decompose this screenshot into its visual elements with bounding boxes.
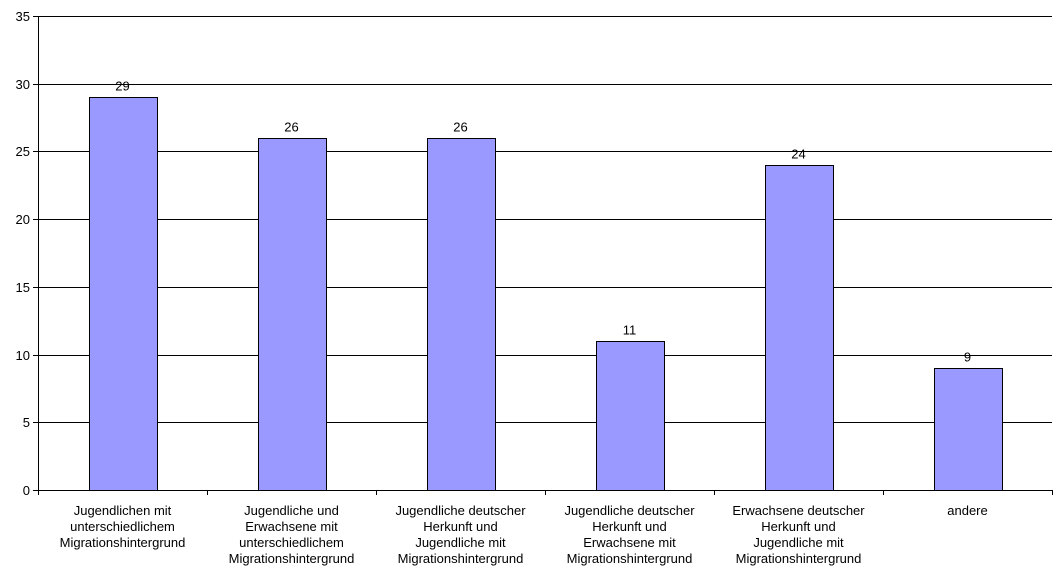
data-label: 11 bbox=[623, 323, 637, 338]
x-category-label: andere bbox=[947, 503, 987, 518]
x-category-label-line: Jugendlichen mit bbox=[74, 503, 172, 518]
x-category-label-line: Jugendliche deutscher bbox=[395, 503, 526, 518]
x-category-label-line: Jugendliche mit bbox=[415, 535, 506, 550]
data-label: 26 bbox=[284, 120, 298, 135]
data-labels: 29 26 26 11 24 9 bbox=[115, 79, 971, 365]
x-category-label-line: Jugendliche mit bbox=[753, 535, 844, 550]
x-category-label-line: andere bbox=[947, 503, 987, 518]
bars bbox=[89, 97, 1003, 491]
x-category-label: Jugendlichen mit unterschiedlichem Migrati… bbox=[60, 503, 186, 550]
x-category-label-line: Erwachsene mit bbox=[583, 535, 676, 550]
y-tick-label: 20 bbox=[16, 212, 30, 227]
bar bbox=[596, 341, 665, 491]
y-axis-ticks: 0 5 10 15 20 25 30 35 bbox=[16, 9, 38, 498]
bar bbox=[258, 138, 327, 491]
x-category-label: Jugendliche deutscher Herkunft und Erwachs… bbox=[564, 503, 695, 566]
gridlines bbox=[38, 16, 1052, 423]
y-tick-label: 25 bbox=[16, 144, 30, 159]
x-category-label-line: Migrationshintergrund bbox=[60, 535, 186, 550]
x-axis-category-labels: Jugendlichen mit unterschiedlichem Migrati… bbox=[60, 503, 988, 566]
axes bbox=[38, 16, 1053, 495]
y-tick-label: 0 bbox=[23, 483, 30, 498]
bar bbox=[765, 165, 834, 491]
data-label: 24 bbox=[791, 147, 805, 162]
bar bbox=[934, 368, 1003, 491]
x-category-label-line: Jugendliche und bbox=[244, 503, 339, 518]
data-label: 9 bbox=[964, 350, 971, 365]
x-category-label: Jugendliche und Erwachsene mit unterschied… bbox=[229, 503, 355, 566]
y-tick-label: 10 bbox=[16, 348, 30, 363]
x-category-label-line: Migrationshintergrund bbox=[736, 551, 862, 566]
x-category-label-line: Herkunft und bbox=[592, 519, 666, 534]
x-category-label-line: unterschiedlichem bbox=[239, 535, 344, 550]
data-label: 26 bbox=[453, 120, 467, 135]
x-category-label-line: unterschiedlichem bbox=[70, 519, 175, 534]
x-category-label-line: Jugendliche deutscher bbox=[564, 503, 695, 518]
y-tick-label: 15 bbox=[16, 280, 30, 295]
x-category-label-line: Migrationshintergrund bbox=[229, 551, 355, 566]
x-category-label-line: Erwachsene mit bbox=[245, 519, 338, 534]
x-category-label-line: Erwachsene deutscher bbox=[732, 503, 865, 518]
x-category-label-line: Herkunft und bbox=[761, 519, 835, 534]
bar bbox=[89, 97, 158, 491]
y-tick-label: 35 bbox=[16, 9, 30, 24]
x-category-label: Jugendliche deutscher Herkunft und Jugendl… bbox=[395, 503, 526, 566]
data-label: 29 bbox=[115, 79, 129, 94]
bar bbox=[427, 138, 496, 491]
y-tick-label: 5 bbox=[23, 415, 30, 430]
x-category-label: Erwachsene deutscher Herkunft und Jugendli… bbox=[732, 503, 865, 566]
x-category-label-line: Herkunft und bbox=[423, 519, 497, 534]
x-category-label-line: Migrationshintergrund bbox=[398, 551, 524, 566]
x-category-label-line: Migrationshintergrund bbox=[567, 551, 693, 566]
y-tick-label: 30 bbox=[16, 77, 30, 92]
